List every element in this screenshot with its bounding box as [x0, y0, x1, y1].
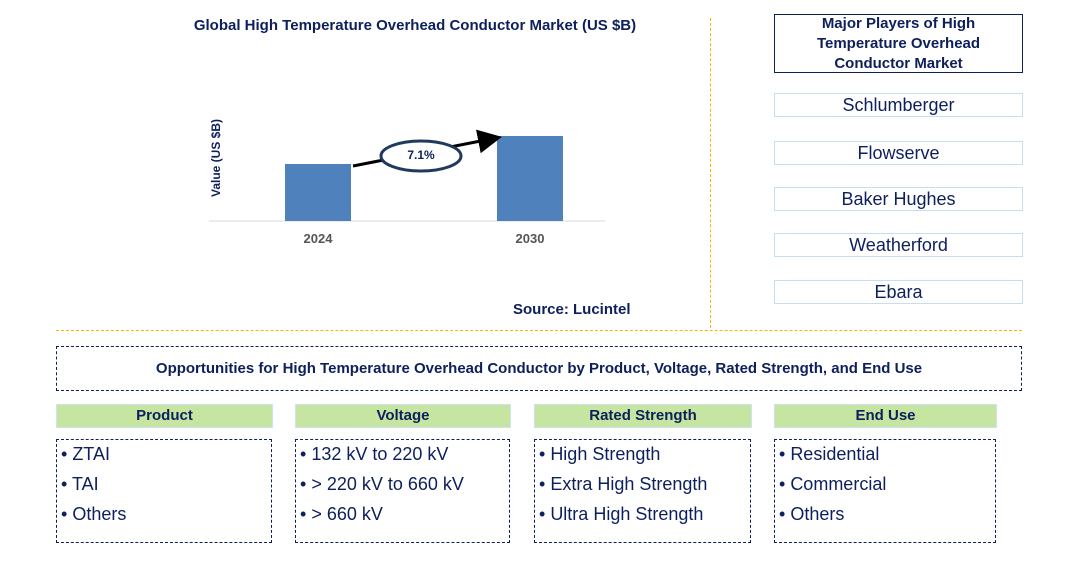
opportunities-title: Opportunities for High Temperature Overh…	[56, 346, 1022, 391]
player-item: Schlumberger	[774, 93, 1023, 117]
player-item: Flowserve	[774, 141, 1023, 165]
list-item-text: > 660 kV	[311, 504, 383, 524]
list-item-text: 132 kV to 220 kV	[311, 444, 449, 464]
player-item: Ebara	[774, 280, 1023, 304]
player-item: Baker Hughes	[774, 187, 1023, 211]
list-item-text: > 220 kV to 660 kV	[311, 474, 464, 494]
bullet-icon: •	[61, 504, 73, 524]
column-header: Product	[56, 404, 273, 428]
chart-title: Global High Temperature Overhead Conduct…	[193, 17, 637, 34]
bullet-icon: •	[300, 504, 312, 524]
bullet-icon: •	[300, 444, 312, 464]
bullet-icon: •	[539, 504, 551, 524]
list-item-text: Commercial	[790, 474, 887, 494]
list-item: • Residential	[775, 440, 995, 470]
list-item-text: Extra High Strength	[550, 474, 708, 494]
bullet-icon: •	[539, 474, 551, 494]
bullet-icon: •	[61, 474, 72, 494]
cagr-label: 7.1%	[407, 148, 435, 162]
source-label: Source: Lucintel	[513, 301, 631, 318]
list-item: • > 660 kV	[296, 500, 509, 530]
column-header: Voltage	[295, 404, 511, 428]
list-item-text: High Strength	[550, 444, 661, 464]
bar-2030	[497, 136, 563, 221]
vertical-divider	[710, 18, 711, 328]
list-item: • 132 kV to 220 kV	[296, 440, 509, 470]
bullet-icon: •	[539, 444, 551, 464]
list-item: • High Strength	[535, 440, 750, 470]
bullet-icon: •	[779, 504, 791, 524]
list-item: • > 220 kV to 660 kV	[296, 470, 509, 500]
list-item-text: Others	[72, 504, 127, 524]
players-title-text: Major Players of High Temperature Overhe…	[816, 14, 981, 72]
list-item: • ZTAI	[57, 440, 271, 470]
bullet-icon: •	[779, 474, 791, 494]
bar-chart	[209, 129, 605, 222]
player-item: Weatherford	[774, 233, 1023, 257]
column-header: End Use	[774, 404, 997, 428]
list-item: • Others	[57, 500, 271, 530]
list-item-text: TAI	[71, 474, 99, 494]
bullet-icon: •	[779, 444, 791, 464]
column-list: • High Strength • Extra High Strength • Ul…	[534, 439, 751, 543]
bar-2024	[285, 164, 351, 221]
list-item: • Commercial	[775, 470, 995, 500]
column-header: Rated Strength	[534, 404, 752, 428]
list-item-text: Others	[790, 504, 845, 524]
cagr-ellipse	[379, 139, 463, 173]
tick-2024: 2024	[303, 231, 333, 246]
list-item: • Extra High Strength	[535, 470, 750, 500]
list-item: • TAI	[57, 470, 271, 500]
players-title: Major Players of High Temperature Overhe…	[774, 14, 1023, 73]
tick-2030: 2030	[515, 231, 545, 246]
list-item-text: ZTAI	[72, 444, 110, 464]
horizontal-divider	[56, 330, 1022, 331]
bullet-icon: •	[300, 474, 312, 494]
column-list: • Residential • Commercial • Others	[774, 439, 996, 543]
bullet-icon: •	[61, 444, 73, 464]
list-item-text: Residential	[790, 444, 880, 464]
list-item: • Ultra High Strength	[535, 500, 750, 530]
list-item: • Others	[775, 500, 995, 530]
column-list: • ZTAI • TAI • Others	[56, 439, 272, 543]
list-item-text: Ultra High Strength	[550, 504, 704, 524]
column-list: • 132 kV to 220 kV • > 220 kV to 660 kV • …	[295, 439, 510, 543]
